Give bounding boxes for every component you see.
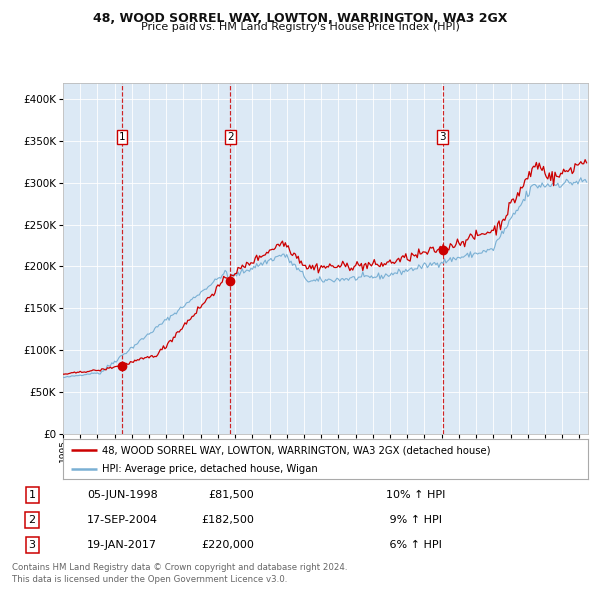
Text: Price paid vs. HM Land Registry's House Price Index (HPI): Price paid vs. HM Land Registry's House … xyxy=(140,22,460,32)
Text: 2: 2 xyxy=(227,132,233,142)
Text: 1: 1 xyxy=(29,490,35,500)
Text: This data is licensed under the Open Government Licence v3.0.: This data is licensed under the Open Gov… xyxy=(12,575,287,584)
Text: 2: 2 xyxy=(29,515,36,525)
Text: 48, WOOD SORREL WAY, LOWTON, WARRINGTON, WA3 2GX (detached house): 48, WOOD SORREL WAY, LOWTON, WARRINGTON,… xyxy=(103,445,491,455)
Text: 6% ↑ HPI: 6% ↑ HPI xyxy=(386,540,442,550)
Text: 3: 3 xyxy=(29,540,35,550)
Text: Contains HM Land Registry data © Crown copyright and database right 2024.: Contains HM Land Registry data © Crown c… xyxy=(12,563,347,572)
Text: 17-SEP-2004: 17-SEP-2004 xyxy=(87,515,158,525)
Text: 48, WOOD SORREL WAY, LOWTON, WARRINGTON, WA3 2GX: 48, WOOD SORREL WAY, LOWTON, WARRINGTON,… xyxy=(93,12,507,25)
Text: 19-JAN-2017: 19-JAN-2017 xyxy=(87,540,157,550)
Text: 1: 1 xyxy=(119,132,125,142)
Text: £81,500: £81,500 xyxy=(208,490,254,500)
Text: £182,500: £182,500 xyxy=(201,515,254,525)
Text: HPI: Average price, detached house, Wigan: HPI: Average price, detached house, Wiga… xyxy=(103,464,318,474)
Text: £220,000: £220,000 xyxy=(201,540,254,550)
Text: 05-JUN-1998: 05-JUN-1998 xyxy=(87,490,158,500)
Text: 9% ↑ HPI: 9% ↑ HPI xyxy=(386,515,442,525)
Text: 10% ↑ HPI: 10% ↑ HPI xyxy=(386,490,446,500)
Text: 3: 3 xyxy=(439,132,446,142)
